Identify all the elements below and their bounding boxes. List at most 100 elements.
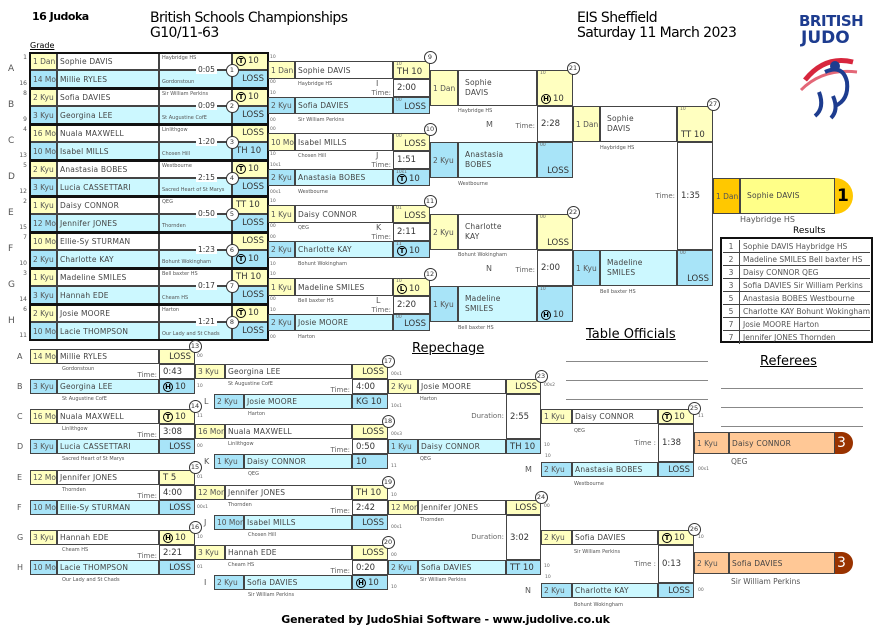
score-value: 10 (553, 310, 564, 320)
club-name: QEG (420, 456, 431, 462)
time-label: Time: (371, 89, 392, 97)
match-time: 3:02 (506, 515, 541, 560)
competitor-name[interactable]: Georgina LEE (57, 106, 159, 124)
competitor-name[interactable]: Nuala MAXWELL (57, 409, 159, 424)
competitor-name[interactable]: Madeline SMILES (458, 286, 537, 322)
score-cell: LOSS (658, 583, 694, 598)
competitor-name[interactable]: Nuala MAXWELL (57, 124, 159, 142)
competitor-name[interactable]: Sofia DAVIES (57, 88, 159, 106)
competitor-name[interactable]: Georgina LEE (57, 379, 159, 394)
competitor-name[interactable]: Jennifer JONES (225, 485, 352, 500)
competitor-name[interactable]: Ellie-Sy STURMAN (57, 232, 159, 250)
score-value: LOSS (404, 102, 426, 112)
score-summary: 01 (197, 565, 203, 570)
competitor-name[interactable]: Hannah EDE (225, 545, 352, 560)
score-cell: T 10 (159, 409, 195, 424)
score-detail: 00 (540, 215, 546, 220)
match-time: 0:20 (352, 560, 388, 575)
signature-line[interactable] (566, 399, 708, 400)
seed-number: 2 (23, 198, 27, 205)
score-value: 10 (368, 577, 379, 588)
competitor-name[interactable]: Jennifer JONES (57, 470, 159, 485)
competitor-name[interactable]: Sofia DAVIES (244, 575, 352, 590)
grade-cell: 10 Mon (214, 515, 244, 530)
grade-cell: 10 Mon (30, 142, 57, 160)
grade-cell: 2 Kyu (30, 160, 57, 178)
competitor-name[interactable]: Sophie DAVIS (600, 106, 677, 142)
competitor-name[interactable]: Anastasia BOBES (458, 142, 537, 178)
score-value-group: T 10 (236, 254, 259, 264)
competitor-name[interactable]: Lucia CASSETTARI (57, 439, 159, 454)
grade-cell: 1 Kyu (694, 432, 729, 454)
time-label: Time: (137, 431, 158, 439)
match-number-badge: 7 (225, 279, 239, 293)
grade-cell: 16 Mon (195, 424, 225, 439)
score-value: 10 (248, 164, 259, 174)
competitor-name[interactable]: Daisy CONNOR (57, 196, 159, 214)
result-row: 3 Sofia DAVIES Sir William Perkins (723, 279, 870, 292)
signature-line[interactable] (566, 380, 708, 381)
competitor-name[interactable]: Daisy CONNOR (295, 205, 393, 223)
match-number-badge: 10 (423, 122, 437, 136)
signature-line[interactable] (721, 407, 863, 408)
competitor-name[interactable]: Madeline SMILES (57, 268, 159, 286)
competitor-name[interactable]: Hannah EDE (57, 286, 159, 304)
competitor-name[interactable]: Nuala MAXWELL (225, 424, 352, 439)
score-value-group: LOSS (547, 238, 569, 248)
bronze-winner-name: Daisy CONNOR (729, 432, 835, 454)
score-summary: 00 (270, 235, 276, 240)
competitor-name[interactable]: Sofia DAVIES (295, 97, 393, 114)
score-cell: 10s1 T 10 (393, 169, 430, 186)
match-time: 4:00 (352, 379, 388, 394)
competitor-name[interactable]: Daisy CONNOR (572, 409, 658, 424)
competitor-name[interactable]: Lucia CASSETTARI (57, 178, 159, 196)
competitor-name[interactable]: Charlotte KAY (57, 250, 159, 268)
score-summary: 10 (270, 262, 276, 267)
result-name: Charlotte KAY Bohunt Wokingham (743, 306, 871, 316)
competitor-name[interactable]: Josie MOORE (244, 394, 352, 409)
competitor-name[interactable]: Sophie DAVIS (295, 61, 393, 79)
signature-line[interactable] (721, 426, 863, 427)
competitor-name[interactable]: Sofia DAVIES (418, 560, 506, 575)
score-value: LOSS (242, 128, 264, 138)
signature-line[interactable] (721, 388, 863, 389)
competitor-name[interactable]: Millie RYLES (57, 349, 159, 364)
competitor-name[interactable]: Jennifer JONES (418, 500, 506, 515)
competitor-name[interactable]: Madeline SMILES (600, 250, 677, 286)
competitor-name[interactable]: Isabel MILLS (244, 515, 352, 530)
competitor-name[interactable]: Isabel MILLS (57, 142, 159, 160)
seed-number: 4 (23, 126, 27, 133)
competitor-name[interactable]: Josie MOORE (295, 314, 393, 331)
competitor-name[interactable]: Charlotte KAY (572, 583, 658, 598)
competitor-name[interactable]: Jennifer JONES (57, 214, 159, 232)
score-value-group: LOSS (404, 102, 426, 112)
competitor-name[interactable]: Daisy CONNOR (418, 439, 506, 454)
competitor-name[interactable]: Sophie DAVIS (458, 70, 537, 106)
competitor-name[interactable]: Sofia DAVIES (572, 530, 658, 545)
competitor-name[interactable]: Anastasia BOBES (295, 169, 393, 186)
competitor-name[interactable]: Ellie-Sy STURMAN (57, 500, 159, 515)
competitor-name[interactable]: Lacie THOMPSON (57, 322, 159, 340)
competitor-name[interactable]: Lacie THOMPSON (57, 560, 159, 575)
grade-cell: 2 Kyu (430, 142, 458, 178)
signature-line[interactable] (566, 361, 708, 362)
competitor-name[interactable]: Isabel MILLS (295, 133, 393, 151)
competitor-name[interactable]: Anastasia BOBES (57, 160, 159, 178)
competitor-name[interactable]: Charlotte KAY (458, 214, 537, 250)
competitor-name[interactable]: Daisy CONNOR (244, 454, 352, 469)
competitor-name[interactable]: Millie RYLES (57, 70, 159, 88)
competitor-name[interactable]: Madeline SMILES (295, 278, 393, 296)
logo-text: JUDO (801, 28, 850, 48)
competitor-name[interactable]: Georgina LEE (225, 364, 352, 379)
grade-cell: 2 Kyu (30, 304, 57, 322)
competitor-name[interactable]: Josie MOORE (57, 304, 159, 322)
competitor-name[interactable]: Josie MOORE (418, 379, 506, 394)
score-summary: 10 (270, 91, 276, 96)
competitor-name[interactable]: Charlotte KAY (295, 241, 393, 258)
score-cell: 00 LOSS (537, 142, 573, 178)
competitor-name[interactable]: Sophie DAVIS (57, 52, 159, 70)
competitor-name[interactable]: Hannah EDE (57, 530, 159, 545)
competitor-name[interactable]: Anastasia BOBES (572, 462, 658, 477)
match-time: 2:42 (352, 500, 388, 515)
score-summary: 10 (698, 535, 704, 540)
